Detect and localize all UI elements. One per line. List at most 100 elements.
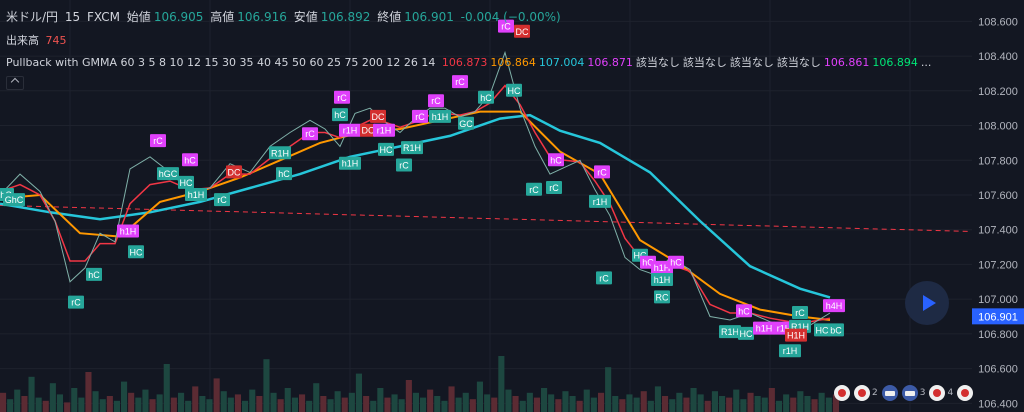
- marker-box: [302, 127, 318, 141]
- volume-bar: [377, 388, 384, 412]
- marker-label: rC: [153, 136, 163, 146]
- marker-box: [226, 165, 242, 179]
- signal-marker: r1H: [779, 344, 801, 358]
- volume-bars: [0, 356, 839, 412]
- volume-bar: [441, 400, 448, 412]
- marker-label: GC: [459, 119, 473, 129]
- y-tick-label: 107.200: [978, 259, 1018, 271]
- volume-bar: [498, 356, 505, 412]
- marker-label: GhC: [5, 195, 24, 205]
- marker-box: [339, 156, 361, 170]
- volume-bar: [220, 391, 227, 412]
- volume-bar: [612, 396, 619, 412]
- event-icon[interactable]: [834, 385, 850, 401]
- event-count: 2: [872, 388, 878, 398]
- volume-bar: [519, 400, 526, 412]
- us-flag-icon[interactable]: [881, 385, 898, 401]
- indicator-values: 106.873 106.864 107.004 106.871 該当なし 該当なし 該当なし…: [442, 56, 935, 69]
- marker-label: hC: [738, 306, 750, 316]
- marker-box: [753, 321, 775, 335]
- volume-bar: [434, 396, 441, 412]
- volume-bar: [149, 399, 156, 412]
- signal-marker: h1H: [429, 109, 451, 123]
- event-icon[interactable]: [854, 385, 870, 401]
- volume-bar: [526, 392, 533, 412]
- marker-box: [378, 142, 394, 156]
- volume-label[interactable]: 出来高: [6, 34, 39, 47]
- signal-marker: rC: [526, 182, 542, 196]
- marker-label: h1H: [342, 159, 359, 169]
- collapse-legend-button[interactable]: [6, 76, 24, 90]
- indicator-value: ...: [920, 56, 932, 69]
- marker-box: [185, 187, 207, 201]
- marker-label: hC: [334, 110, 346, 120]
- signal-marker: HC: [178, 175, 194, 189]
- volume-bar: [28, 376, 35, 412]
- volume-bar: [747, 392, 754, 412]
- indicator-value: 106.894: [872, 56, 918, 69]
- volume-bar: [484, 394, 491, 412]
- volume-bar: [818, 392, 825, 412]
- volume-bar: [291, 397, 298, 412]
- indicator-value: 106.861: [823, 56, 870, 69]
- marker-label: rC: [529, 185, 539, 195]
- volume-bar: [512, 396, 519, 412]
- marker-label: hC: [88, 270, 100, 280]
- marker-box: [178, 175, 194, 189]
- volume-bar: [263, 359, 270, 412]
- volume-bar: [420, 397, 427, 412]
- volume-bar: [64, 402, 71, 412]
- volume-bar: [775, 400, 782, 412]
- event-icon[interactable]: [957, 385, 974, 401]
- volume-bar: [790, 397, 797, 412]
- signal-marker: HC: [506, 83, 522, 97]
- volume-bar: [270, 392, 277, 412]
- volume-bar: [633, 397, 640, 412]
- signal-marker: hC: [332, 108, 348, 122]
- volume-bar: [0, 392, 7, 412]
- signal-marker: r1H: [339, 123, 361, 137]
- volume-bar: [355, 373, 362, 412]
- y-tick-label: 107.000: [978, 294, 1018, 306]
- marker-box: [814, 323, 830, 337]
- marker-label: h1H: [654, 275, 671, 285]
- marker-box: [452, 75, 468, 89]
- marker-label: hC: [278, 169, 290, 179]
- volume-bar: [206, 399, 213, 412]
- marker-box: [412, 109, 428, 123]
- signal-marker: DC: [514, 24, 530, 38]
- interval[interactable]: 15: [64, 10, 81, 24]
- signal-marker: rC: [334, 90, 350, 104]
- replay-button[interactable]: [905, 281, 949, 325]
- y-tick-label: 107.400: [978, 225, 1018, 237]
- marker-box: [334, 90, 350, 104]
- marker-label: DC: [372, 112, 385, 122]
- symbol-name[interactable]: 米ドル/円: [6, 10, 59, 24]
- volume-bar: [455, 397, 462, 412]
- marker-box: [458, 116, 474, 130]
- signal-marker: hC: [276, 167, 292, 181]
- marker-box: [651, 260, 673, 274]
- signal-marker: DC: [370, 109, 386, 123]
- signal-marker: h1H: [185, 187, 207, 201]
- volume-bar: [156, 394, 163, 412]
- us-flag-icon[interactable]: [901, 385, 918, 401]
- volume-bar: [121, 381, 128, 412]
- price-axis[interactable]: [972, 0, 1024, 412]
- marker-box: [779, 344, 801, 358]
- event-icon[interactable]: [929, 385, 946, 401]
- volume-bar: [49, 383, 56, 412]
- signal-marker: hC: [478, 90, 494, 104]
- marker-label: rC: [337, 93, 347, 103]
- volume-bar: [249, 389, 256, 412]
- marker-label: HC: [130, 247, 143, 257]
- volume-bar: [804, 396, 811, 412]
- volume-bar: [363, 396, 370, 412]
- event-count: 3: [919, 388, 926, 398]
- volume-bar: [427, 389, 434, 412]
- volume-bar: [562, 391, 569, 412]
- signal-marker: h1H: [651, 260, 673, 274]
- change-value: -0.004 (−0.00%): [460, 10, 561, 24]
- indicator-name[interactable]: Pullback with GMMA 60 3 5 8 10 12 15 30 …: [6, 56, 436, 69]
